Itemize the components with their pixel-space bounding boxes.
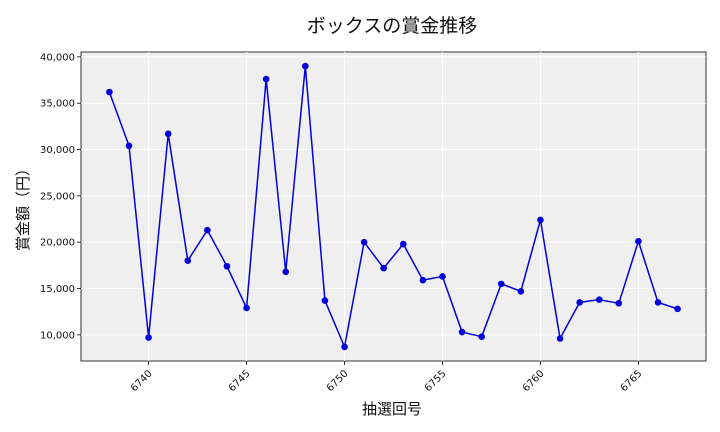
data-point (517, 287, 525, 295)
data-point (478, 333, 485, 340)
data-point (635, 237, 642, 245)
data-point (439, 273, 446, 280)
data-point (595, 296, 603, 303)
data-point (262, 75, 270, 83)
y-tick-label: 15,000 (40, 284, 75, 295)
data-point (243, 304, 250, 312)
x-tick-label: 6740 (129, 368, 155, 394)
data-point (164, 130, 172, 138)
plot-area (80, 51, 707, 362)
y-axis-label: 賞金額（円） (14, 161, 32, 251)
data-point (321, 297, 329, 304)
data-point (223, 262, 231, 270)
x-tick-label: 6755 (423, 368, 449, 394)
y-tick-label: 40,000 (40, 52, 75, 63)
data-point (380, 264, 388, 272)
series-layer (106, 62, 681, 351)
data-point (360, 238, 368, 246)
x-tick-label: 6750 (325, 368, 351, 394)
y-tick-label: 35,000 (40, 99, 75, 110)
x-axis-label: 抽選回号 (362, 400, 422, 418)
data-point (419, 276, 427, 284)
data-point (576, 299, 583, 306)
x-tick-label: 6765 (619, 368, 645, 394)
data-point (458, 328, 466, 336)
x-tick-label: 6760 (521, 368, 547, 394)
y-tick-label: 30,000 (40, 145, 75, 156)
data-point (184, 257, 192, 265)
data-point (537, 216, 544, 224)
data-point (302, 62, 309, 70)
data-point (106, 88, 113, 96)
x-tick-label: 6745 (227, 368, 253, 394)
data-point (654, 299, 662, 306)
data-point (145, 334, 152, 341)
data-point (125, 142, 133, 150)
data-point (400, 240, 407, 248)
data-point (615, 300, 623, 307)
y-tick-label: 25,000 (40, 191, 75, 202)
data-point (341, 343, 348, 351)
data-point (497, 280, 505, 288)
y-tick-label: 20,000 (40, 238, 75, 249)
data-point (674, 305, 681, 313)
data-point (204, 226, 211, 234)
data-point (556, 335, 564, 342)
y-tick-label: 10,000 (40, 330, 75, 341)
data-point (282, 268, 290, 276)
chart-title: ボックスの賞金推移 (307, 15, 477, 37)
